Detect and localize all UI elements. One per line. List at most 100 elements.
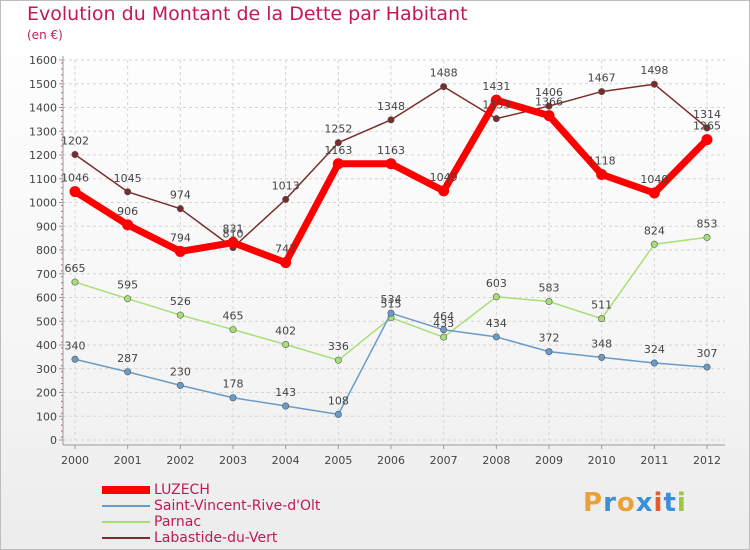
data-point [492, 293, 500, 301]
data-label: 1348 [377, 100, 405, 113]
data-label: 974 [170, 189, 191, 202]
logo-letter: r [603, 488, 617, 518]
logo-letter: x [635, 488, 654, 518]
legend-swatch [102, 486, 150, 494]
data-point [545, 348, 553, 356]
y-tick-label: 1200 [29, 149, 57, 162]
y-tick-label: 400 [36, 339, 57, 352]
legend-item: LUZECH [102, 482, 320, 498]
legend-item: Saint-Vincent-Rive-d'Olt [102, 498, 320, 514]
data-label: 515 [381, 298, 402, 311]
data-label: 1265 [693, 120, 721, 133]
data-label: 1163 [377, 144, 405, 157]
data-label: 1045 [114, 172, 142, 185]
data-point [334, 410, 342, 418]
legend-swatch [102, 521, 150, 523]
data-label: 336 [328, 340, 349, 353]
data-label: 794 [170, 231, 191, 244]
data-point [385, 158, 397, 170]
data-point [71, 278, 79, 286]
x-tick-label: 2001 [114, 454, 142, 467]
data-label: 1467 [588, 72, 616, 85]
data-label: 810 [223, 228, 244, 241]
y-tick-label: 0 [50, 434, 57, 447]
data-label: 747 [275, 243, 296, 256]
data-label: 348 [591, 337, 612, 350]
data-label: 595 [117, 279, 138, 292]
logo-letter: P [583, 488, 604, 518]
y-tick-label: 500 [36, 315, 57, 328]
y-tick-label: 1100 [29, 173, 57, 186]
data-label: 1040 [640, 173, 668, 186]
data-point [227, 237, 239, 249]
data-labels: 1046 906 794 831 747 1163 1163 1049 1431 1366 1118… [61, 64, 721, 407]
x-tick-label: 2003 [219, 454, 247, 467]
data-point [282, 341, 290, 349]
logo-letter: o [616, 488, 636, 518]
data-point [543, 110, 555, 122]
data-point [69, 186, 81, 198]
data-label: 1431 [482, 80, 510, 93]
series-line-1 [74, 312, 708, 416]
data-point [124, 188, 132, 196]
data-point [334, 356, 342, 364]
data-label: 534 [381, 293, 402, 306]
data-label: 1488 [430, 67, 458, 80]
data-point [650, 240, 658, 248]
data-label: 433 [433, 317, 454, 330]
data-label: 1498 [640, 64, 668, 77]
legend-label: Saint-Vincent-Rive-d'Olt [154, 498, 321, 514]
y-tick-label: 900 [36, 220, 57, 233]
data-point [648, 187, 660, 199]
data-point [282, 402, 290, 410]
legend-label: Labastide-du-Vert [154, 530, 278, 546]
data-label: 1366 [535, 96, 563, 109]
data-point [280, 257, 292, 269]
x-tick-label: 2009 [535, 454, 563, 467]
data-point [124, 295, 132, 303]
x-tick-label: 2010 [588, 454, 616, 467]
y-tick-label: 600 [36, 292, 57, 305]
data-label: 1013 [272, 179, 300, 192]
data-point [492, 115, 500, 123]
grid [63, 59, 725, 441]
data-point [124, 368, 132, 376]
data-point [598, 88, 606, 96]
legend-label: Parnac [154, 514, 202, 530]
chart-subtitle: (en €) [27, 28, 63, 42]
data-point [71, 355, 79, 363]
x-tick-label: 2012 [693, 454, 721, 467]
data-point [332, 158, 344, 170]
data-label: 511 [591, 299, 612, 312]
data-label: 324 [644, 343, 665, 356]
data-point [229, 394, 237, 402]
x-tick-label: 2005 [324, 454, 352, 467]
data-label: 372 [539, 332, 560, 345]
x-tick-label: 2004 [272, 454, 300, 467]
data-label: 824 [644, 224, 665, 237]
x-tick-label: 2007 [430, 454, 458, 467]
data-label: 340 [65, 339, 86, 352]
logo-letter: i [653, 488, 664, 518]
y-tick-label: 100 [36, 410, 57, 423]
data-label: 287 [117, 352, 138, 365]
proxiti-logo: Proxiti [583, 488, 687, 518]
data-label: 1049 [430, 171, 458, 184]
data-label: 143 [275, 386, 296, 399]
data-label: 603 [486, 277, 507, 290]
data-label: 665 [65, 262, 86, 275]
data-label: 1118 [588, 154, 616, 167]
data-point [174, 245, 186, 257]
data-point [596, 168, 608, 180]
data-point [122, 219, 134, 231]
data-point [440, 83, 448, 91]
data-point [282, 195, 290, 203]
legend-label: LUZECH [154, 482, 210, 498]
data-point [176, 311, 184, 319]
data-point [650, 359, 658, 367]
data-label: 906 [117, 205, 138, 218]
legend: LUZECH Saint-Vincent-Rive-d'Olt Parnac Laba… [102, 482, 320, 546]
data-point [545, 298, 553, 306]
data-point [490, 94, 502, 106]
data-point [598, 315, 606, 323]
